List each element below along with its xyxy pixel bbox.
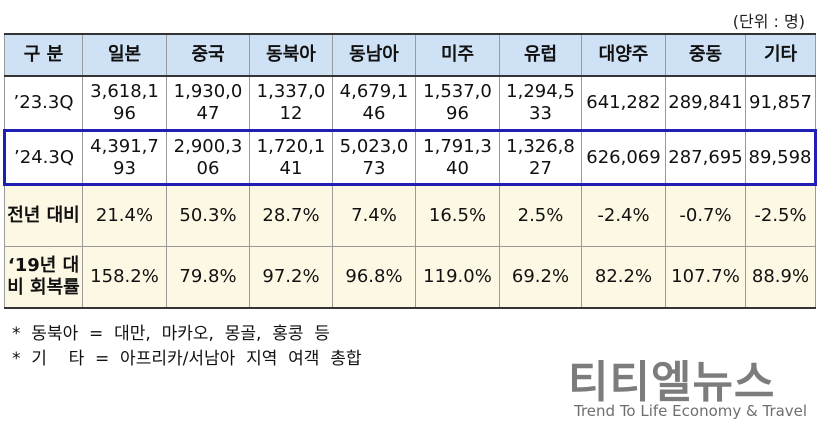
table-cell: 96.8%	[332, 246, 416, 309]
table-cell: 289,841	[665, 75, 746, 131]
table-cell: 1,930,047	[166, 75, 250, 131]
table-cell: 626,069	[581, 129, 666, 186]
table-cell: 1,337,012	[249, 75, 333, 131]
header-row: 구 분 일본 중국 동북아 동남아 미주 유럽 대양주 중동 기타	[4, 33, 816, 77]
footnotes: * 동북아 = 대만, 마카오, 몽골, 홍콩 등 * 기 타 = 아프리카/서…	[12, 322, 362, 372]
header-cell: 구 분	[4, 33, 83, 77]
table-cell: 89,598	[745, 129, 817, 186]
table-cell: 4,391,793	[82, 129, 167, 186]
unit-label: (단위 : 명)	[732, 12, 805, 31]
table-cell: 1,791,340	[415, 129, 500, 186]
table-cell: 50.3%	[166, 184, 250, 247]
table-cell: 1,326,827	[499, 129, 582, 186]
table-cell: 2.5%	[499, 184, 582, 247]
table-cell: 16.5%	[415, 184, 500, 247]
table-cell: 2,900,306	[166, 129, 250, 186]
table-cell: 1,294,533	[499, 75, 582, 131]
watermark-tagline: Trend To Life Economy & Travel	[574, 402, 808, 420]
table-cell: 82.2%	[581, 246, 666, 309]
table-cell: 119.0%	[415, 246, 500, 309]
table-cell: 79.8%	[166, 246, 250, 309]
footnote: * 기 타 = 아프리카/서남아 지역 여객 총합	[12, 349, 362, 369]
table-cell: 69.2%	[499, 246, 582, 309]
table-cell: 21.4%	[82, 184, 167, 247]
footnote: * 동북아 = 대만, 마카오, 몽골, 홍콩 등	[12, 324, 330, 344]
table-row: 전년 대비 21.4% 50.3% 28.7% 7.4% 16.5% 2.5% …	[4, 184, 816, 247]
header-cell: 기타	[745, 33, 816, 77]
table-cell: 88.9%	[745, 246, 816, 309]
header-cell: 대양주	[581, 33, 666, 77]
header-cell: 일본	[82, 33, 167, 77]
table-cell: 287,695	[665, 129, 746, 186]
header-cell: 유럽	[499, 33, 582, 77]
table-cell: -0.7%	[665, 184, 746, 247]
table-cell: 3,618,196	[82, 75, 167, 131]
header-cell: 중동	[665, 33, 746, 77]
header-cell: 미주	[415, 33, 500, 77]
row-label: ‘19년 대비 회복률	[4, 246, 83, 309]
table-cell: 91,857	[745, 75, 816, 131]
table-cell: 107.7%	[665, 246, 746, 309]
row-label: ’24.3Q	[3, 129, 83, 186]
table-cell: 1,537,096	[415, 75, 500, 131]
table-cell: 97.2%	[249, 246, 333, 309]
header-cell: 동남아	[332, 33, 416, 77]
table-cell: -2.5%	[745, 184, 816, 247]
table-cell: 7.4%	[332, 184, 416, 247]
table-cell: 5,023,073	[332, 129, 416, 186]
row-label: 전년 대비	[4, 184, 83, 247]
header-cell: 동북아	[249, 33, 333, 77]
header-cell: 중국	[166, 33, 250, 77]
table-cell: -2.4%	[581, 184, 666, 247]
table-cell: 4,679,146	[332, 75, 416, 131]
table-cell: 641,282	[581, 75, 666, 131]
row-label: ’23.3Q	[4, 75, 83, 131]
passenger-stats-table: 구 분 일본 중국 동북아 동남아 미주 유럽 대양주 중동 기타 ’23.3Q…	[3, 33, 817, 309]
table-cell: 28.7%	[249, 184, 333, 247]
table-cell: 1,720,141	[249, 129, 333, 186]
table-row: ’23.3Q 3,618,196 1,930,047 1,337,012 4,6…	[4, 75, 816, 131]
table-row-highlighted: ’24.3Q 4,391,793 2,900,306 1,720,141 5,0…	[3, 129, 817, 186]
watermark-logo: 티티엘뉴스	[568, 357, 776, 408]
table-cell: 158.2%	[82, 246, 167, 309]
table-row: ‘19년 대비 회복률 158.2% 79.8% 97.2% 96.8% 119…	[4, 246, 816, 309]
